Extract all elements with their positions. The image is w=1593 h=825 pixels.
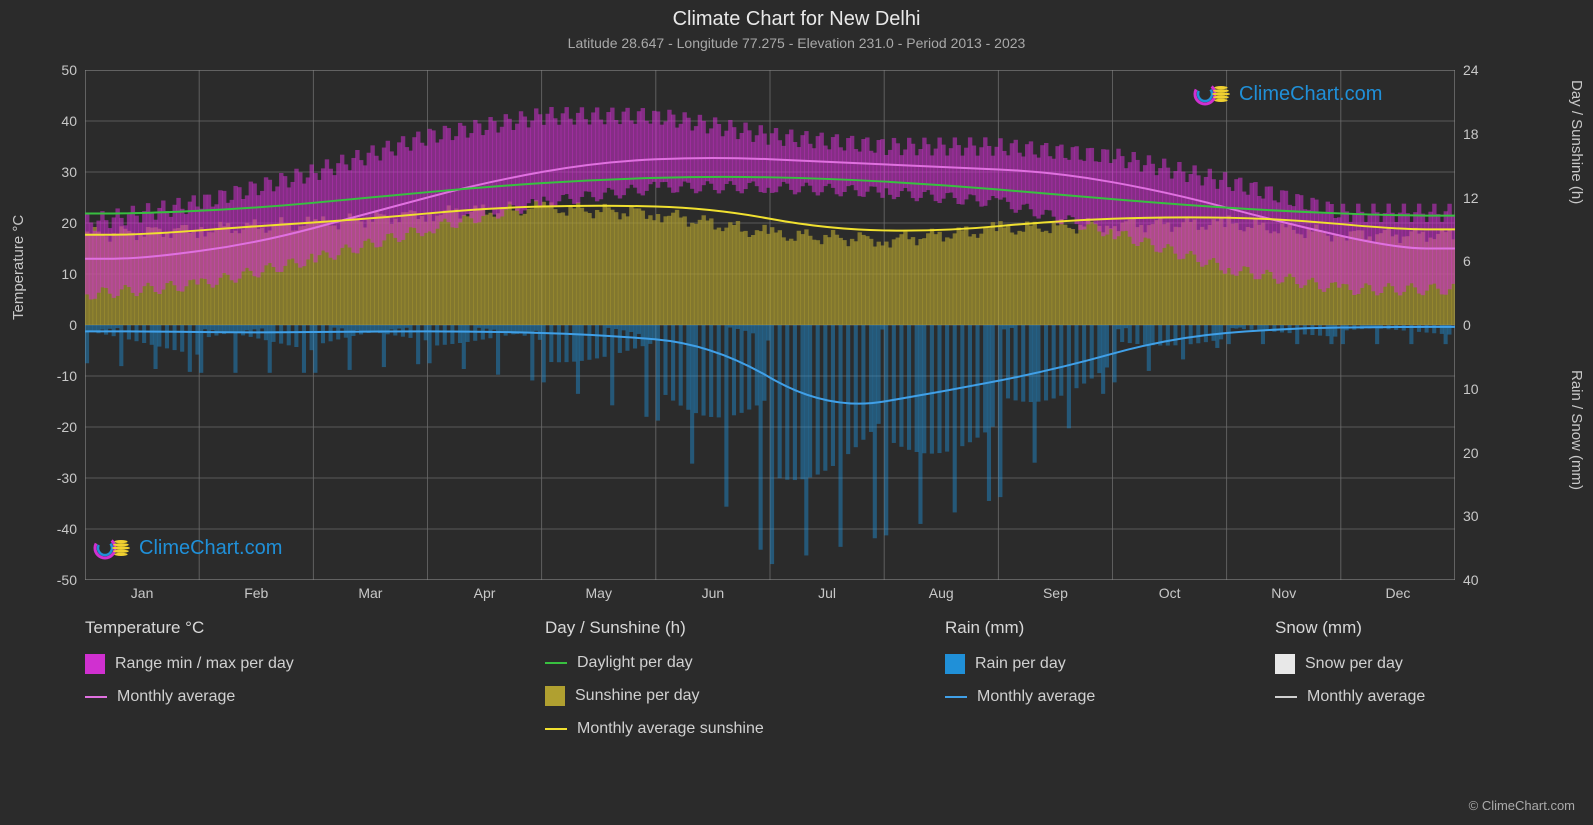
x-month-tick: Dec: [1385, 585, 1410, 601]
y-right-top-tick: 6: [1463, 253, 1503, 269]
y-left-tick: -50: [37, 572, 77, 588]
legend-line-icon: [545, 662, 567, 664]
legend-label: Monthly average: [977, 688, 1095, 706]
legend-header: Day / Sunshine (h): [545, 618, 905, 638]
legend-item: Monthly average: [85, 688, 505, 706]
y-right-bottom-tick: 30: [1463, 508, 1503, 524]
x-month-tick: Oct: [1159, 585, 1181, 601]
legend-group: Temperature °C Range min / max per day Mon…: [85, 618, 505, 752]
y-left-tick: -40: [37, 521, 77, 537]
y-right-top-tick: 12: [1463, 190, 1503, 206]
legend-item: Snow per day: [1275, 654, 1565, 674]
x-month-tick: Jul: [818, 585, 836, 601]
legend-item: Sunshine per day: [545, 686, 905, 706]
legend-item: Monthly average: [1275, 688, 1565, 706]
y-right-top-tick: 0: [1463, 317, 1503, 333]
legend-item: Range min / max per day: [85, 654, 505, 674]
y-left-tick: 40: [37, 113, 77, 129]
chart-svg: ClimeChart.com ClimeChart.com: [85, 70, 1455, 580]
legend-item: Daylight per day: [545, 654, 905, 672]
y-right-bottom-tick: 10: [1463, 381, 1503, 397]
x-month-tick: Feb: [244, 585, 268, 601]
chart-title: Climate Chart for New Delhi: [0, 8, 1593, 31]
chart-subtitle: Latitude 28.647 - Longitude 77.275 - Ele…: [0, 35, 1593, 51]
legend-group: Rain (mm) Rain per day Monthly average: [945, 618, 1235, 752]
x-month-tick: Aug: [929, 585, 954, 601]
legend-header: Temperature °C: [85, 618, 505, 638]
y-left-tick: 20: [37, 215, 77, 231]
legend-label: Monthly average: [1307, 688, 1425, 706]
y-axis-right-bottom-label: Rain / Snow (mm): [1568, 370, 1585, 490]
legend-group: Day / Sunshine (h) Daylight per day Sunshi…: [545, 618, 905, 752]
x-month-tick: Jan: [131, 585, 154, 601]
legend-item: Monthly average sunshine: [545, 720, 905, 738]
y-right-top-tick: 24: [1463, 62, 1503, 78]
y-right-bottom-tick: 20: [1463, 445, 1503, 461]
legend-group: Snow (mm) Snow per day Monthly average: [1275, 618, 1565, 752]
title-block: Climate Chart for New Delhi Latitude 28.…: [0, 0, 1593, 51]
x-month-tick: Apr: [474, 585, 496, 601]
legend-header: Snow (mm): [1275, 618, 1565, 638]
legend-label: Monthly average sunshine: [577, 720, 764, 738]
x-month-tick: Nov: [1271, 585, 1296, 601]
y-left-tick: -20: [37, 419, 77, 435]
x-month-tick: May: [586, 585, 612, 601]
legend-area: Temperature °C Range min / max per day Mon…: [85, 618, 1485, 752]
legend-swatch-icon: [1275, 654, 1295, 674]
y-axis-right-top-label: Day / Sunshine (h): [1568, 80, 1585, 204]
legend-label: Snow per day: [1305, 655, 1403, 673]
climate-chart-container: Climate Chart for New Delhi Latitude 28.…: [0, 0, 1593, 825]
copyright-text: © ClimeChart.com: [1469, 798, 1575, 813]
legend-label: Rain per day: [975, 655, 1066, 673]
y-right-top-tick: 18: [1463, 126, 1503, 142]
legend-item: Monthly average: [945, 688, 1235, 706]
legend-line-icon: [945, 696, 967, 698]
x-month-tick: Jun: [702, 585, 725, 601]
legend-label: Range min / max per day: [115, 655, 294, 673]
legend-label: Sunshine per day: [575, 687, 700, 705]
x-month-tick: Mar: [358, 585, 382, 601]
y-axis-left-label: Temperature °C: [10, 215, 27, 320]
y-left-tick: 50: [37, 62, 77, 78]
legend-swatch-icon: [945, 654, 965, 674]
legend-line-icon: [1275, 696, 1297, 698]
legend-swatch-icon: [85, 654, 105, 674]
y-left-tick: 10: [37, 266, 77, 282]
y-left-tick: -10: [37, 368, 77, 384]
legend-item: Rain per day: [945, 654, 1235, 674]
chart-plot-area: ClimeChart.comClimeChart.com 50403020100…: [85, 70, 1455, 580]
x-month-tick: Sep: [1043, 585, 1068, 601]
y-left-tick: 30: [37, 164, 77, 180]
y-left-tick: 0: [37, 317, 77, 333]
legend-header: Rain (mm): [945, 618, 1235, 638]
svg-text:ClimeChart.com: ClimeChart.com: [1239, 83, 1382, 105]
legend-line-icon: [545, 728, 567, 730]
svg-text:ClimeChart.com: ClimeChart.com: [139, 537, 282, 559]
legend-label: Monthly average: [117, 688, 235, 706]
legend-line-icon: [85, 696, 107, 698]
y-left-tick: -30: [37, 470, 77, 486]
legend-label: Daylight per day: [577, 654, 693, 672]
y-right-bottom-tick: 40: [1463, 572, 1503, 588]
legend-swatch-icon: [545, 686, 565, 706]
